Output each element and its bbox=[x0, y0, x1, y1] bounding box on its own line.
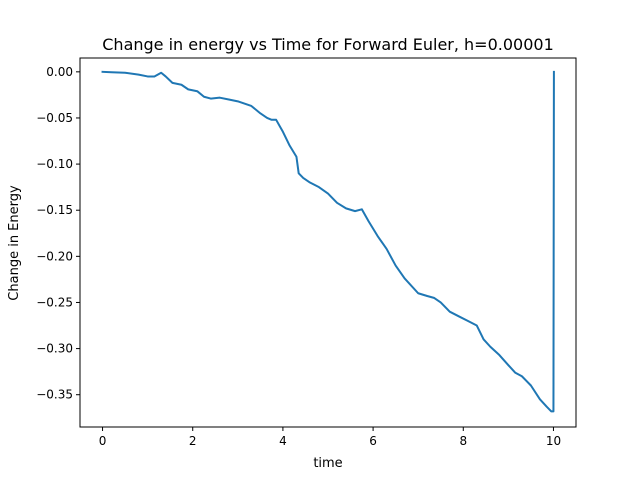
y-tick-label: −0.35 bbox=[36, 388, 73, 402]
x-tick-label: 10 bbox=[546, 434, 561, 448]
x-tick-label: 6 bbox=[369, 434, 377, 448]
y-tick-label: −0.05 bbox=[36, 111, 73, 125]
y-tick-label: −0.30 bbox=[36, 342, 73, 356]
y-axis-label: Change in Energy bbox=[7, 185, 22, 301]
y-tick-label: −0.20 bbox=[36, 249, 73, 263]
x-tick-label: 8 bbox=[459, 434, 467, 448]
y-tick-label: −0.15 bbox=[36, 203, 73, 217]
x-tick-label: 0 bbox=[99, 434, 107, 448]
plot-axes: 0 2 4 6 8 10 0.00 −0.05 −0.10 −0.15 −0.20 −0.25 −0.3… bbox=[36, 65, 561, 448]
y-tick-label: −0.25 bbox=[36, 295, 73, 309]
y-tick-label: 0.00 bbox=[46, 65, 73, 79]
x-tick-label: 2 bbox=[189, 434, 197, 448]
series-layer bbox=[101, 70, 555, 413]
x-axis-label: time bbox=[313, 456, 342, 471]
energy-series-line bbox=[101, 70, 555, 413]
y-tick-label: −0.10 bbox=[36, 157, 73, 171]
chart-title: Change in energy vs Time for Forward Eul… bbox=[102, 35, 554, 54]
x-tick-label: 4 bbox=[279, 434, 287, 448]
plot-frame bbox=[79, 57, 577, 428]
